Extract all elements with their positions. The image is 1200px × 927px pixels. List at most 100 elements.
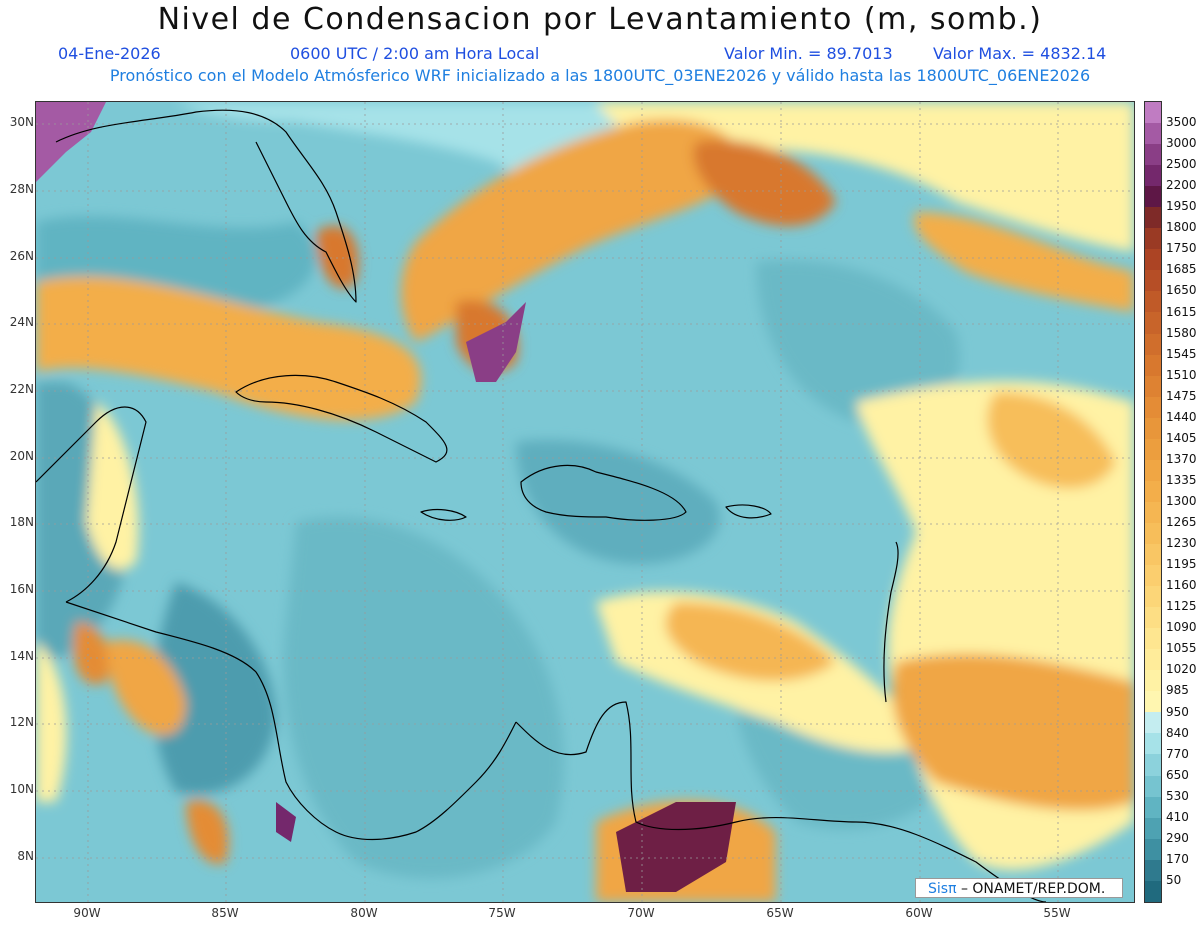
colorbar-level-label: 1750 (1166, 241, 1197, 256)
colorbar-level-label: 1615 (1166, 304, 1197, 319)
lat-label-8n: 8N (17, 849, 34, 863)
colorbar-level-label: 1195 (1166, 557, 1197, 572)
colorbar-level-label: 170 (1166, 851, 1189, 866)
lat-label-12n: 12N (9, 715, 34, 729)
colorbar-swatch (1145, 459, 1161, 481)
colorbar-swatch (1145, 522, 1161, 544)
colorbar-level-label: 1125 (1166, 599, 1197, 614)
colorbar-swatch (1145, 291, 1161, 313)
colorbar-level-label: 1475 (1166, 388, 1197, 403)
min-value: Valor Min. = 89.7013 (724, 44, 893, 63)
colorbar-level-label: 1300 (1166, 494, 1197, 508)
colorbar-level-label: 1510 (1166, 367, 1197, 382)
colorbar-level-label: 50 (1166, 872, 1182, 887)
colorbar-swatch (1145, 480, 1161, 502)
lat-label-18n: 18N (9, 515, 34, 529)
maroon-patch-costarica (276, 802, 296, 842)
sis-logo: Sisπ (928, 881, 957, 897)
colorbar-swatch (1145, 438, 1161, 460)
colorbar-swatch (1145, 649, 1161, 671)
colorbar-level-label: 3500 (1166, 115, 1197, 130)
lat-label-30n: 30N (9, 115, 34, 129)
colorbar-swatch (1145, 796, 1161, 818)
lon-label-85w: 85W (211, 906, 239, 920)
colorbar-level-label: 3000 (1166, 136, 1197, 151)
colorbar-level-label: 1800 (1166, 220, 1197, 235)
lat-label-10n: 10N (9, 782, 34, 796)
colorbar-swatch (1145, 691, 1161, 713)
lat-label-24n: 24N (9, 315, 34, 329)
coastlines (36, 109, 1047, 902)
south-america-coast (515, 701, 1047, 902)
colorbar-swatch (1145, 228, 1161, 250)
colorbar-swatch (1145, 417, 1161, 439)
colorbar-level-label: 1090 (1166, 620, 1197, 635)
colorbar-level-label: 1650 (1166, 283, 1197, 298)
colorbar (1144, 101, 1162, 903)
lon-label-55w: 55W (1043, 906, 1071, 920)
colorbar-swatch (1145, 375, 1161, 397)
florida-coast (55, 109, 357, 303)
colorbar-level-label: 1440 (1166, 409, 1197, 424)
colorbar-level-label: 985 (1166, 683, 1189, 698)
purple-patch-nw (36, 102, 106, 182)
colorbar-swatch (1145, 354, 1161, 376)
lon-label-60w: 60W (905, 906, 933, 920)
colorbar-swatch (1145, 817, 1161, 839)
lon-label-80w: 80W (350, 906, 378, 920)
colorbar-level-label: 1545 (1166, 346, 1197, 361)
colorbar-swatch (1145, 270, 1161, 292)
colorbar-level-label: 1335 (1166, 472, 1197, 487)
colorbar-level-label: 290 (1166, 830, 1189, 845)
lat-label-16n: 16N (9, 582, 34, 596)
map-title: Nivel de Condensacion por Levantamiento … (157, 2, 1043, 37)
colorbar-swatch (1145, 543, 1161, 566)
colorbar-level-label: 650 (1166, 767, 1189, 782)
model-info: Pronóstico con el Modelo Atmósferico WRF… (109, 66, 1091, 85)
colorbar-swatch (1145, 123, 1161, 145)
colorbar-level-label: 1265 (1166, 515, 1197, 530)
colorbar-swatch (1145, 565, 1161, 587)
lat-label-28n: 28N (9, 182, 34, 196)
colorbar-level-label: 2500 (1166, 157, 1197, 172)
colorbar-swatch (1145, 670, 1161, 692)
colorbar-swatch (1145, 165, 1161, 187)
colorbar-swatch (1145, 333, 1161, 355)
colorbar-level-label: 1405 (1166, 430, 1197, 445)
lon-label-75w: 75W (488, 906, 516, 920)
colorbar-swatch (1145, 733, 1161, 755)
colorbar-swatch (1145, 586, 1161, 608)
cuba-coast (235, 374, 448, 463)
puerto-rico-coast (725, 504, 772, 519)
colorbar-level-label: 1685 (1166, 262, 1197, 277)
jamaica-coast (420, 508, 467, 521)
colorbar-level-label: 1055 (1166, 641, 1197, 656)
lon-label-70w: 70W (627, 906, 655, 920)
credit-text: – ONAMET/REP.DOM. (960, 881, 1106, 897)
lat-label-20n: 20N (9, 449, 34, 463)
colorbar-swatch (1145, 396, 1161, 418)
colorbar-level-label: 1020 (1166, 662, 1197, 677)
colorbar-swatch (1145, 754, 1161, 776)
lcl-map (35, 101, 1135, 903)
colorbar-swatch (1145, 859, 1161, 881)
field-shading (36, 102, 1134, 902)
lon-label-65w: 65W (766, 906, 794, 920)
colorbar-swatch (1145, 628, 1161, 650)
colorbar-swatch (1145, 838, 1161, 860)
colorbar-level-label: 1950 (1166, 199, 1197, 214)
colorbar-swatch (1145, 249, 1161, 271)
colorbar-level-label: 770 (1166, 746, 1189, 761)
colorbar-level-label: 530 (1166, 788, 1189, 803)
credit-box: Sisπ – ONAMET/REP.DOM. (915, 878, 1123, 898)
colorbar-level-label: 2200 (1166, 178, 1197, 193)
lat-label-26n: 26N (9, 249, 34, 263)
yucatan-coast (36, 406, 147, 603)
lon-label-90w: 90W (73, 906, 101, 920)
colorbar-swatch (1145, 775, 1161, 797)
max-value: Valor Max. = 4832.14 (933, 44, 1107, 63)
colorbar-swatch (1145, 144, 1161, 166)
hispaniola-coast (520, 464, 687, 521)
maroon-patch-venezuela (616, 802, 736, 892)
colorbar-level-label: 1580 (1166, 325, 1197, 340)
